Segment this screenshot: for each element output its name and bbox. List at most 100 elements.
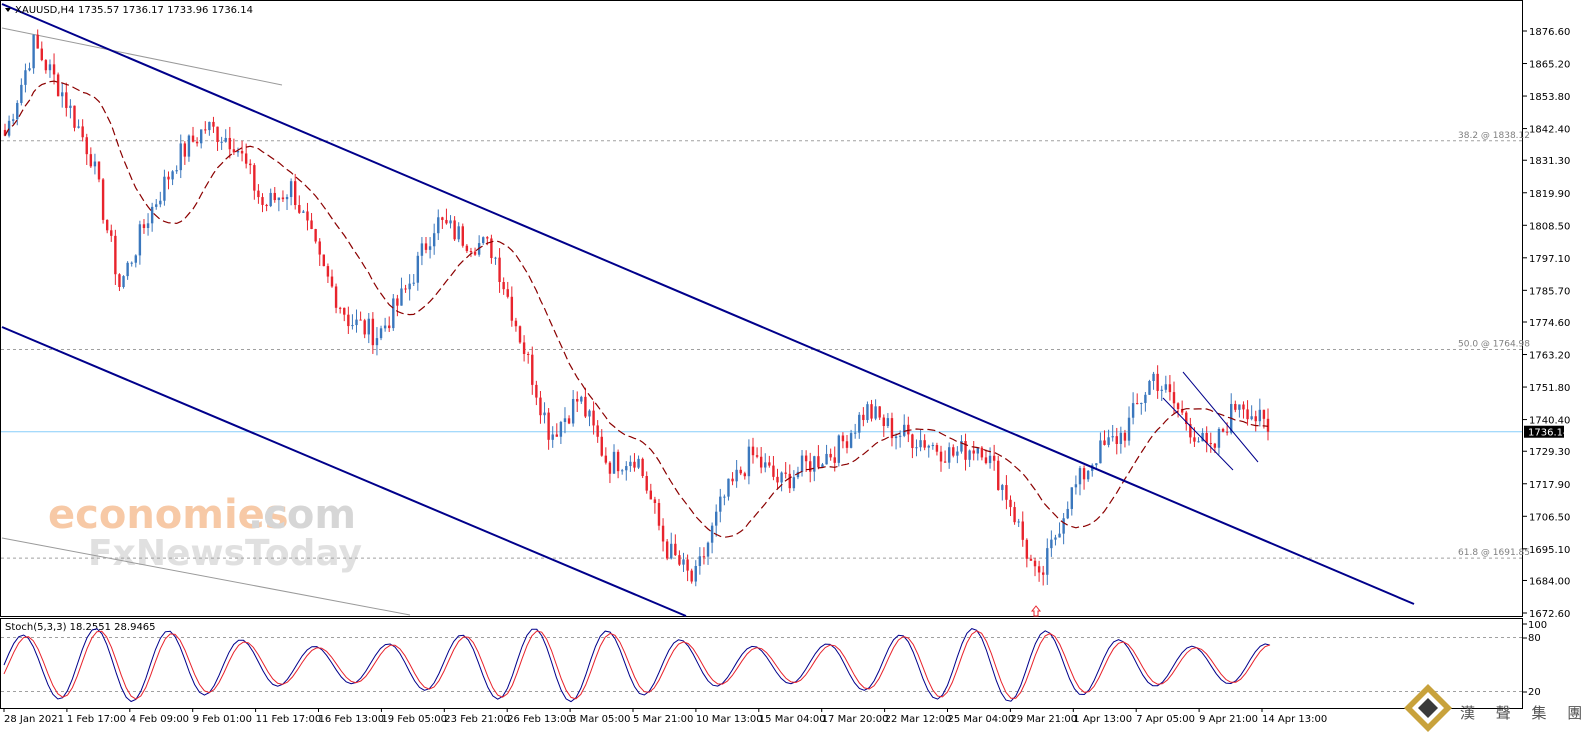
candle	[845, 435, 849, 454]
price-tick-label: 1808.50	[1529, 221, 1570, 232]
candle	[155, 199, 158, 210]
candle	[755, 447, 759, 459]
candle	[514, 317, 518, 332]
candle	[665, 538, 669, 561]
candle	[269, 188, 272, 208]
candle	[903, 414, 906, 438]
candle	[1103, 430, 1106, 446]
candle	[1046, 538, 1049, 585]
candle	[743, 471, 747, 480]
candle	[330, 269, 334, 288]
candle	[915, 439, 918, 457]
time-tick-label: 9 Feb 01:00	[193, 714, 252, 725]
candle	[171, 170, 174, 186]
candle	[302, 209, 305, 213]
fan-line-lower	[1, 537, 411, 616]
candle	[800, 449, 804, 477]
flag-upper-line[interactable]	[1182, 371, 1259, 463]
candle	[882, 414, 885, 437]
price-tick-label: 1774.60	[1529, 318, 1570, 329]
candle	[522, 335, 526, 362]
logo-text: 漢 聲 集 團	[1460, 704, 1590, 722]
candle	[866, 401, 869, 423]
candle	[428, 237, 432, 259]
candle	[310, 213, 313, 230]
candle	[298, 195, 301, 214]
candle	[580, 395, 583, 404]
triangle-down-icon[interactable]	[5, 8, 11, 12]
moving-average-line	[4, 80, 1269, 538]
candle	[273, 187, 276, 203]
candle	[473, 247, 477, 256]
candle	[637, 455, 640, 470]
candle	[48, 59, 52, 78]
candle	[85, 133, 88, 165]
time-tick-label: 25 Mar 04:00	[948, 714, 1015, 725]
flag-lower-line[interactable]	[1162, 397, 1234, 471]
candle	[571, 390, 575, 427]
candle	[126, 261, 129, 280]
channel-lower-line[interactable]	[1, 326, 687, 617]
watermark: economies .com FxNewsToday	[48, 492, 362, 574]
price-tick-label: 1672.60	[1529, 609, 1570, 620]
candle	[649, 483, 653, 500]
candle	[768, 455, 771, 468]
candle	[1029, 554, 1033, 561]
candle	[69, 99, 72, 119]
candle	[61, 82, 64, 108]
candle	[633, 453, 636, 472]
symbol-label: XAUUSD,H4	[15, 5, 74, 16]
candle	[723, 494, 726, 506]
candle	[1238, 404, 1241, 418]
candle	[943, 450, 947, 463]
candle	[506, 281, 509, 299]
candle	[150, 202, 154, 232]
candle	[792, 470, 796, 492]
candle	[1025, 538, 1029, 568]
price-tick-label: 1842.40	[1529, 125, 1570, 136]
candle	[351, 314, 354, 330]
candle	[694, 560, 697, 587]
candle	[1127, 406, 1131, 446]
candle	[1091, 463, 1094, 477]
time-tick-label: 26 Feb 13:00	[507, 714, 573, 725]
candle	[404, 284, 407, 293]
candle	[105, 219, 109, 234]
stoch-main-line	[3, 628, 1271, 703]
candle	[36, 29, 39, 49]
candle	[163, 169, 166, 206]
candle	[130, 261, 133, 267]
candle	[208, 121, 211, 136]
price-tick-label: 1706.50	[1529, 512, 1570, 523]
candle	[1131, 392, 1135, 425]
candle	[547, 408, 550, 450]
candle	[494, 256, 497, 265]
candle	[20, 78, 23, 106]
candle	[964, 433, 967, 471]
candle	[101, 178, 105, 224]
candle	[216, 126, 219, 151]
candle	[326, 263, 330, 284]
channel-upper-line[interactable]	[1, 3, 1415, 605]
candle	[535, 380, 538, 406]
price-tick-label: 1785.70	[1529, 286, 1570, 297]
candle	[1082, 465, 1086, 490]
candle	[682, 552, 685, 572]
candle	[44, 59, 48, 74]
candle	[142, 219, 146, 234]
candle	[1070, 487, 1074, 516]
candle	[1180, 400, 1184, 416]
candle	[543, 402, 546, 424]
candle	[228, 126, 232, 159]
candle	[576, 391, 579, 413]
candle	[825, 444, 828, 465]
price-tick-label: 1853.80	[1529, 92, 1570, 103]
candle	[183, 141, 187, 165]
candlestick-series	[3, 29, 1270, 587]
candle	[465, 244, 469, 253]
candle	[204, 121, 207, 134]
candle	[837, 434, 841, 467]
fibonacci-levels: 38.2 @ 1838.12 50.0 @ 1764.98 61.8 @ 1691.…	[1, 131, 1530, 559]
candle	[878, 406, 881, 420]
